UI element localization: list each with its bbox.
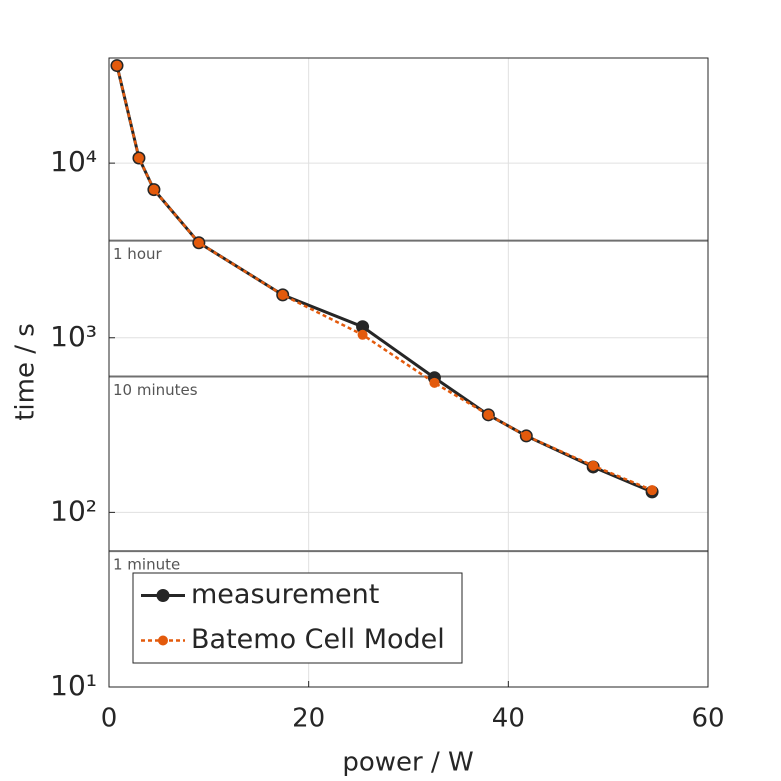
reference-label: 10 minutes — [113, 381, 198, 399]
marker — [588, 460, 599, 471]
marker — [429, 377, 440, 388]
legend-label: Batemo Cell Model — [191, 624, 445, 655]
marker — [133, 153, 144, 164]
marker — [277, 289, 288, 300]
marker — [357, 329, 368, 340]
reference-label: 1 minute — [113, 556, 180, 574]
x-tick-label: 60 — [691, 704, 724, 734]
legend-box — [132, 572, 463, 664]
y-axis-label: time / s — [11, 323, 41, 421]
marker — [193, 237, 204, 248]
reference-label: 1 hour — [113, 245, 163, 263]
y-tick-label: 10³ — [50, 320, 97, 353]
marker — [647, 485, 658, 496]
legend-label: measurement — [191, 579, 379, 610]
marker — [356, 320, 370, 334]
legend-marker — [158, 635, 168, 646]
y-tick-label: 10⁴ — [50, 145, 97, 178]
marker — [483, 409, 494, 420]
x-tick-label: 40 — [492, 704, 525, 734]
x-tick-label: 0 — [101, 704, 118, 734]
y-tick-label: 10¹ — [50, 669, 97, 702]
plot-frame — [108, 57, 709, 688]
marker — [148, 184, 159, 195]
x-tick-label: 20 — [292, 704, 325, 734]
y-tick-label: 10² — [50, 494, 97, 527]
marker — [521, 430, 532, 441]
legend-marker — [156, 589, 170, 602]
x-axis-label: power / W — [342, 748, 473, 778]
marker — [111, 60, 122, 71]
